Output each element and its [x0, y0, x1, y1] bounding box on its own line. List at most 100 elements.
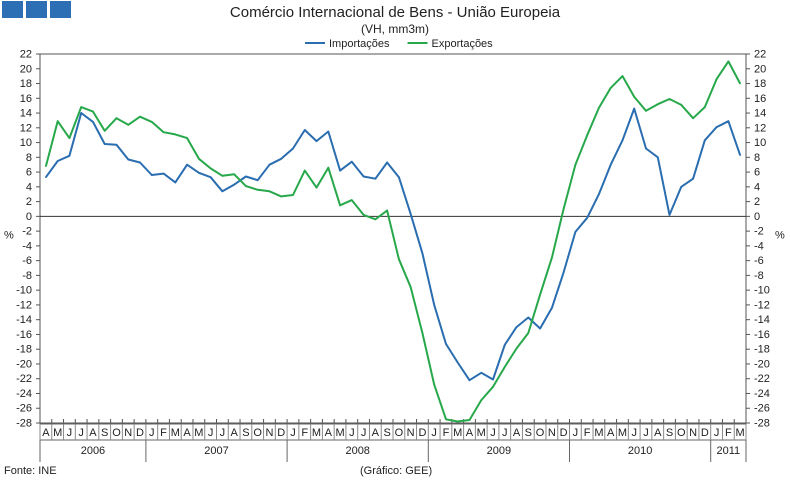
data-point: [574, 163, 577, 166]
data-point: [198, 157, 200, 160]
y-tick-label-right: 0: [754, 211, 760, 223]
data-point: [315, 140, 318, 142]
data-point: [268, 190, 271, 193]
data-point: [492, 386, 494, 388]
data-point: [303, 169, 306, 172]
data-point: [268, 163, 271, 166]
x-tick-label: A: [183, 427, 191, 439]
y-tick-label-right: -24: [754, 388, 770, 400]
x-tick-label: J: [361, 427, 367, 439]
chart-title: Comércio Internacional de Bens - União E…: [229, 4, 561, 21]
data-point: [692, 177, 694, 180]
x-tick-label: F: [160, 427, 167, 439]
y-tick-label-left: 14: [20, 108, 32, 120]
data-point: [174, 181, 177, 184]
y-tick-label-left: -6: [22, 255, 32, 267]
y-tick-label-right: 20: [754, 63, 766, 75]
y-tick-label-left: 20: [20, 63, 32, 75]
x-tick-label: J: [431, 427, 437, 439]
data-point: [339, 169, 341, 172]
data-point: [656, 156, 659, 159]
data-point: [209, 176, 212, 179]
y-tick-label-left: -8: [22, 270, 32, 282]
x-tick-label: J: [149, 427, 155, 439]
data-point: [692, 117, 694, 120]
x-tick-label: O: [536, 427, 545, 439]
data-point: [339, 204, 341, 207]
data-point: [433, 383, 435, 386]
data-point: [480, 372, 483, 374]
x-tick-label: F: [443, 427, 450, 439]
y-tick-label-right: -10: [754, 285, 770, 297]
series-line-exportacoes: [44, 60, 741, 423]
data-point: [315, 186, 318, 189]
x-tick-label: N: [689, 427, 697, 439]
data-point: [327, 166, 330, 169]
data-point: [233, 183, 235, 186]
x-tick-label: M: [194, 427, 203, 439]
y-tick-label-left: -22: [16, 373, 32, 385]
data-point: [386, 209, 388, 212]
data-point: [527, 316, 530, 319]
data-point: [198, 172, 200, 174]
data-point: [68, 137, 71, 139]
y-tick-label-right: 4: [754, 181, 760, 193]
data-point: [621, 139, 624, 142]
x-tick-label: F: [301, 427, 308, 439]
x-tick-label: M: [594, 427, 603, 439]
x-tick-label: N: [548, 427, 556, 439]
data-point: [162, 172, 165, 175]
data-point: [115, 143, 118, 146]
data-point: [139, 161, 141, 164]
data-point: [327, 130, 330, 133]
data-point: [292, 147, 294, 150]
x-tick-label: A: [89, 427, 97, 439]
data-point: [103, 129, 106, 132]
data-point: [503, 366, 506, 368]
data-point: [292, 194, 294, 196]
year-label: 2010: [628, 445, 652, 457]
data-point: [445, 343, 447, 345]
data-point: [221, 174, 224, 177]
x-tick-label: J: [67, 427, 73, 439]
x-tick-label: M: [335, 427, 344, 439]
x-tick-label: J: [208, 427, 214, 439]
x-tick-label: S: [242, 427, 249, 439]
y-tick-label-left: 16: [20, 93, 32, 105]
data-point: [351, 199, 353, 201]
y-tick-label-left: 10: [20, 137, 32, 149]
y-tick-label-left: 8: [26, 152, 32, 164]
data-point: [727, 120, 730, 122]
data-point: [704, 139, 706, 142]
source-note: Fonte: INE: [4, 465, 57, 477]
x-tick-label: A: [513, 427, 521, 439]
data-point: [139, 115, 141, 118]
data-point: [739, 82, 741, 85]
data-point: [515, 347, 518, 350]
x-tick-label: J: [490, 427, 496, 439]
data-point: [739, 154, 741, 156]
y-tick-label-left: 18: [20, 78, 32, 90]
data-point: [551, 307, 553, 309]
y-tick-label-right: -28: [754, 418, 770, 430]
y-tick-label-right: -4: [754, 240, 764, 252]
data-point: [680, 186, 683, 188]
x-tick-label: N: [265, 427, 273, 439]
logo-square: [2, 1, 23, 18]
data-point: [656, 103, 659, 105]
x-tick-label: A: [325, 427, 333, 439]
y-tick-label-left: -2: [22, 226, 32, 238]
logo-square: [26, 1, 47, 18]
data-point: [409, 286, 412, 289]
y-tick-label-right: 22: [754, 49, 766, 61]
y-tick-label-right: 16: [754, 93, 766, 105]
x-tick-label: A: [230, 427, 238, 439]
data-point: [562, 208, 565, 210]
chart-subtitle: (VH, mm3m): [361, 22, 429, 36]
data-point: [562, 271, 565, 274]
data-point: [409, 213, 412, 215]
x-tick-label: M: [53, 427, 62, 439]
data-point: [598, 193, 600, 196]
y-tick-label-left: 22: [20, 49, 32, 61]
